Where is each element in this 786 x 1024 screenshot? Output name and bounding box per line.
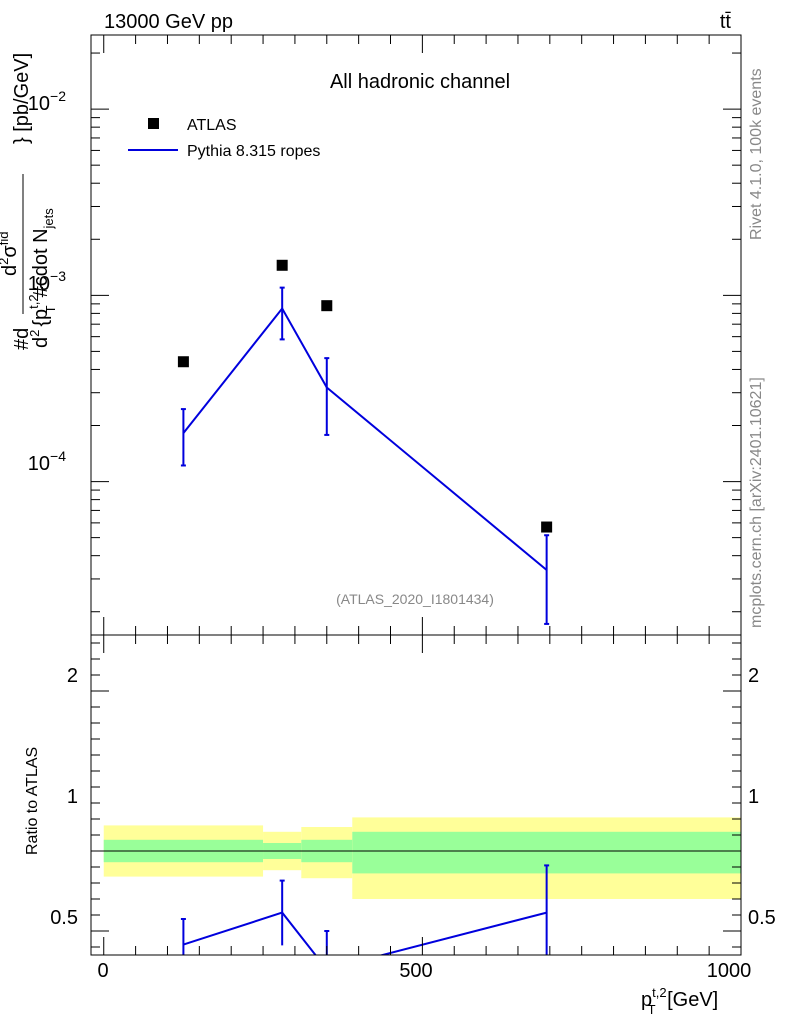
- analysis-watermark: (ATLAS_2020_I1801434): [336, 591, 494, 607]
- ylabel-num-fid: fid: [0, 232, 11, 246]
- legend-pythia-label: Pythia 8.315 ropes: [187, 143, 320, 160]
- main-title: All hadronic channel: [330, 71, 510, 93]
- ylabel-den-jets: jets: [41, 208, 56, 230]
- main-axis-ticks: [91, 35, 742, 635]
- ylabel-num-d: d: [0, 265, 21, 276]
- ylabel-den-sup: 2: [27, 330, 42, 337]
- ylabel-den-pt: {p: [30, 309, 52, 327]
- ytick-label-1e-3: 10−3: [28, 268, 66, 295]
- xlabel-sup: t,2: [652, 985, 666, 1000]
- ylabel-den-T: T: [43, 305, 58, 313]
- ylabel-unit: } [pb/GeV]: [11, 53, 33, 144]
- main-series: [177, 259, 553, 625]
- ratio-axis-ticks: [91, 635, 742, 955]
- ytick-label-1e-4: 10−4: [28, 448, 66, 475]
- xlabel-unit: [GeV]: [662, 989, 719, 1011]
- ylabel-prefix: #d: [11, 328, 33, 350]
- atlas-point: [276, 259, 288, 271]
- main-panel: All hadronic channel ATLAS Pythia 8.315 …: [0, 34, 742, 636]
- legend-atlas-marker: [148, 118, 159, 129]
- ratio-ytick-right-2: 2: [748, 665, 759, 687]
- ytick-exp-1e-3: −3: [50, 268, 66, 284]
- atlas-point: [321, 300, 333, 312]
- xtick-label-0: 0: [97, 960, 108, 982]
- header-final-state: tt̄: [720, 11, 732, 33]
- legend-atlas-label: ATLAS: [187, 117, 237, 134]
- ylabel-den-d: d: [30, 337, 52, 348]
- atlas-point: [541, 521, 553, 533]
- rivet-note: Rivet 4.1.0, 100k events: [748, 68, 765, 240]
- xlabel: pt,2 T [GeV]: [641, 985, 718, 1017]
- ylabel-denominator: d2 {pt,2T #cdot Njets: [26, 208, 58, 348]
- xtick-label-1000: 1000: [707, 960, 752, 982]
- ytick-base-1e-3: 10: [28, 273, 50, 295]
- xlabel-sub: T: [648, 1002, 656, 1017]
- header-process: 13000 GeV pp: [104, 11, 233, 33]
- ylabel-den-t2: t,2: [26, 294, 41, 308]
- ylabel-num-sigma: σ: [0, 245, 21, 258]
- ylabel-numerator: d2σfid: [0, 232, 21, 276]
- ylabel-den-cdot: #cdot N: [30, 228, 52, 297]
- ratio-pythia-line: [183, 911, 547, 955]
- ytick-exp-1e-4: −4: [50, 448, 66, 464]
- ytick-base-1e-2: 10: [28, 93, 50, 115]
- ratio-ytick-left-05: 0.5: [50, 907, 78, 929]
- ratio-ytick-left-2: 2: [67, 665, 78, 687]
- legend: ATLAS Pythia 8.315 ropes: [128, 117, 320, 160]
- ratio-ytick-right-05: 0.5: [748, 907, 776, 929]
- ratio-ytick-left-1: 1: [67, 786, 78, 808]
- ratio-ylabel: Ratio to ATLAS: [24, 747, 41, 855]
- ylabel-num-sup: 2: [0, 258, 11, 265]
- pythia-line: [182, 306, 548, 571]
- main-ylabel: #d d2σfid d2{pt,2T#cdot Njets } [pb/GeV]: [0, 53, 58, 350]
- atlas-point: [177, 356, 189, 368]
- ytick-exp-1e-2: −2: [50, 88, 66, 104]
- ratio-frame: [90, 634, 742, 956]
- ytick-label-1e-2: 10−2: [28, 88, 66, 115]
- xtick-label-500: 500: [399, 960, 432, 982]
- ratio-series: [180, 864, 550, 955]
- ratio-ytick-right-1: 1: [748, 786, 759, 808]
- mcplots-note: mcplots.cern.ch [arXiv:2401.10621]: [748, 377, 765, 628]
- xlabel-p: p: [641, 989, 652, 1011]
- ytick-base-1e-4: 10: [28, 453, 50, 475]
- ratio-panel: Ratio to ATLAS 2 1 0.5 2 1 0.5 0 500 100…: [24, 634, 776, 1017]
